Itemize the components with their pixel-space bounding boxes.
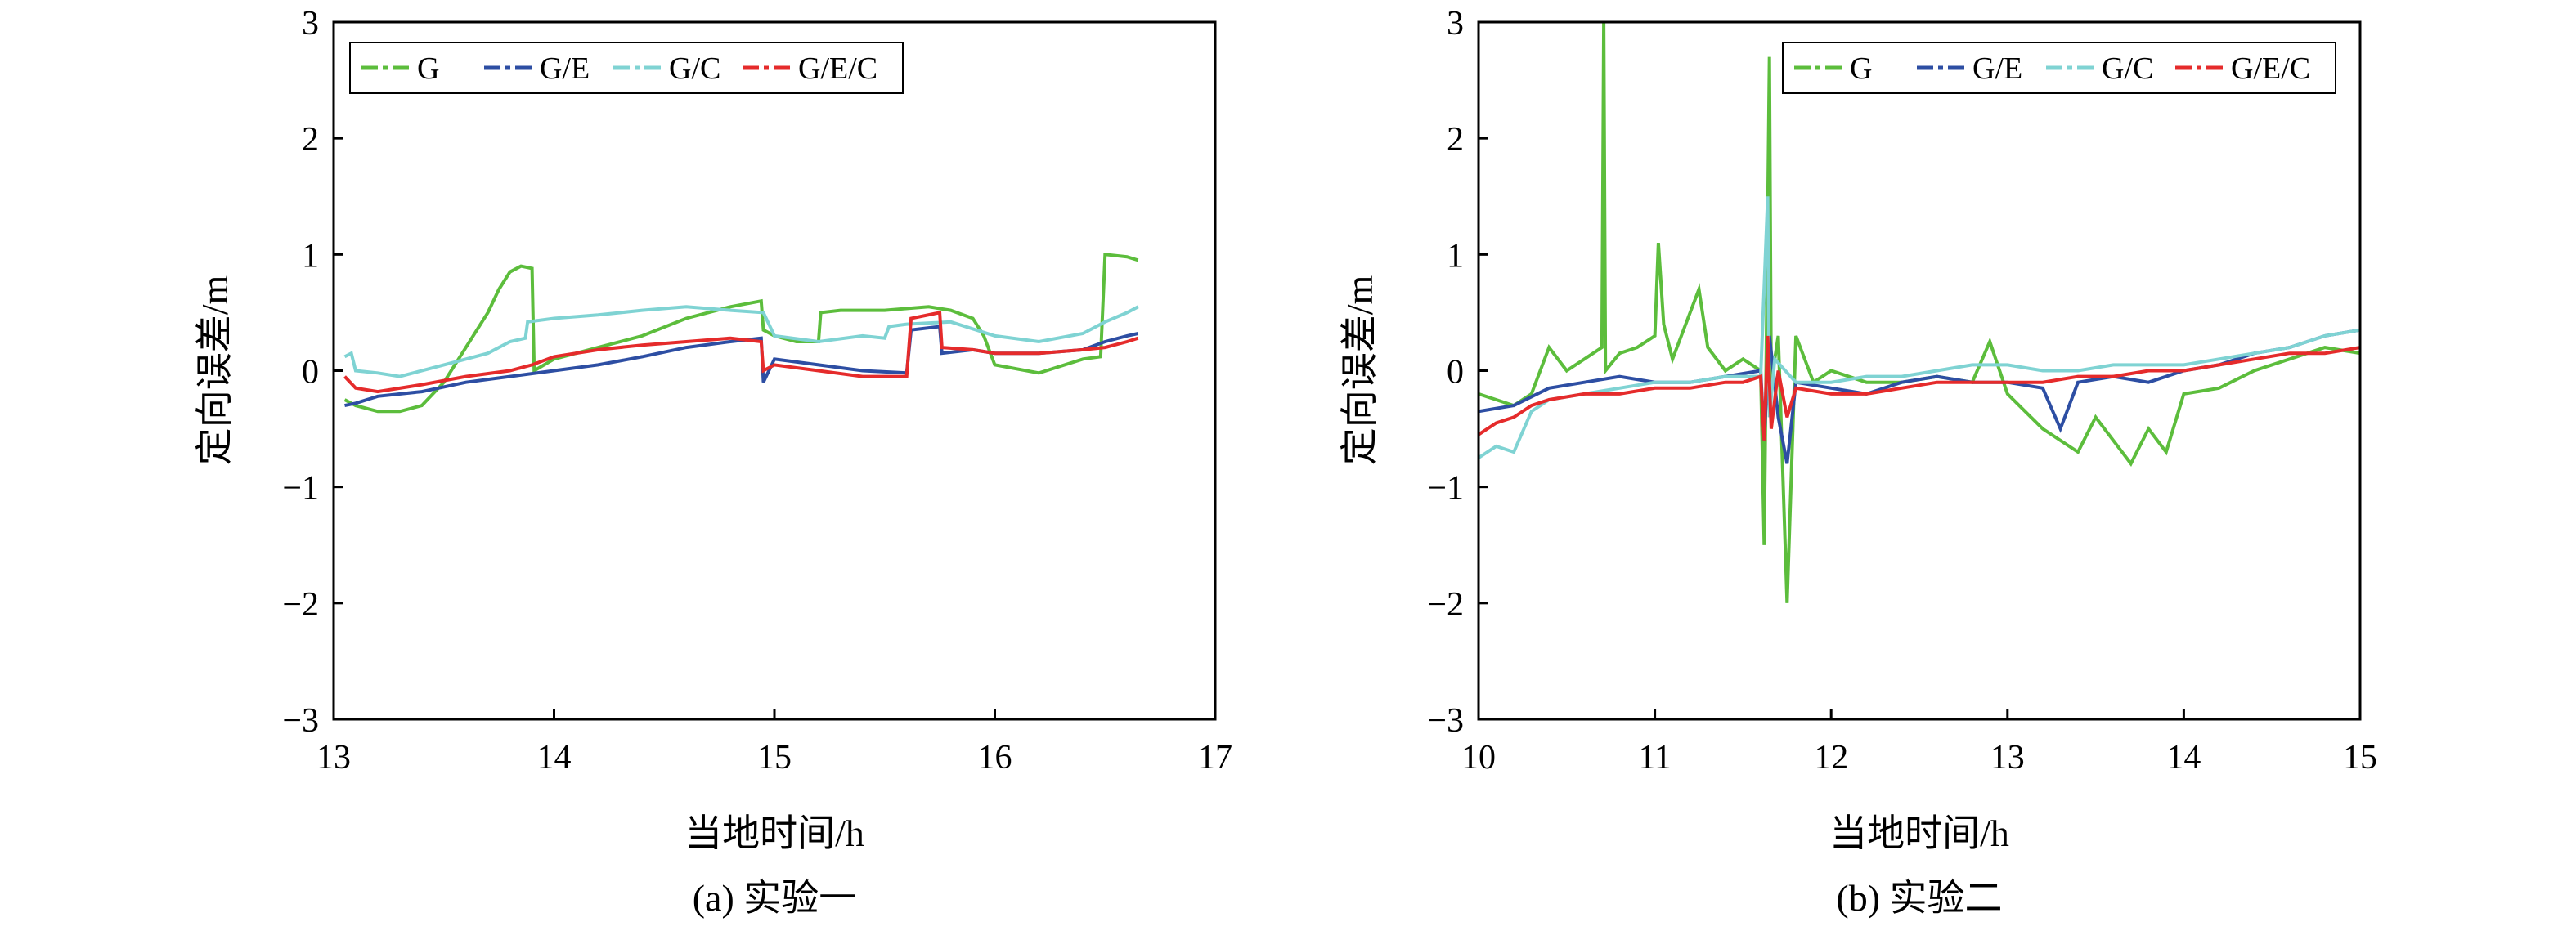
y-tick-label: 0 <box>302 354 319 392</box>
ticks-a: 13 14 15 16 17 3 2 1 0 −1 −2 −3 <box>282 5 1232 777</box>
legend-a: G G/E G/C G/E/C <box>349 42 904 94</box>
y-tick-label: −1 <box>1427 470 1464 508</box>
y-tick-label: −3 <box>282 702 319 740</box>
y-tick-label: 2 <box>1447 121 1464 159</box>
series-layer-b <box>1479 22 2360 603</box>
x-axis-label-a: 当地时间/h <box>684 812 864 854</box>
legend-b: G G/E G/C G/E/C <box>1782 42 2336 94</box>
legend-label: G/C <box>669 51 720 86</box>
plot-frame-b <box>1477 20 2362 721</box>
x-tick-label: 13 <box>1990 739 2025 777</box>
x-tick-label: 17 <box>1198 739 1232 777</box>
x-tick-label: 14 <box>2166 739 2201 777</box>
x-tick-label: 16 <box>978 739 1012 777</box>
x-tick-label: 14 <box>537 739 572 777</box>
y-tick-label: −1 <box>282 470 319 508</box>
series-line-g-a <box>343 253 1139 414</box>
legend-label: G/E <box>540 51 590 86</box>
plot-frame-a <box>332 20 1217 721</box>
legend-label: G/E <box>1972 51 2022 86</box>
legend-label: G/E/C <box>798 51 877 86</box>
series-line-g-c-b <box>1479 196 2360 459</box>
series-layer-a <box>343 253 1139 414</box>
y-tick-label: 3 <box>1447 5 1464 43</box>
legend-label: G/E/C <box>2231 51 2310 86</box>
caption-a: (a) 实验一 <box>693 877 857 919</box>
y-tick-label: 2 <box>302 121 319 159</box>
x-axis-label-b: 当地时间/h <box>1829 812 2009 854</box>
series-line-g-b <box>1479 22 2360 603</box>
x-tick-label: 15 <box>2343 739 2377 777</box>
legend-label: G/C <box>2102 51 2153 86</box>
x-tick-label: 11 <box>1638 739 1671 777</box>
x-tick-label: 12 <box>1814 739 1848 777</box>
y-tick-label: −3 <box>1427 702 1464 740</box>
y-tick-label: 0 <box>1447 354 1464 392</box>
series-line-g-e-c-a <box>343 310 1139 394</box>
x-tick-label: 15 <box>757 739 792 777</box>
caption-b: (b) 实验二 <box>1836 877 2002 919</box>
chart-panel-a: 13 14 15 16 17 3 2 1 0 −1 −2 −3 G G/E G/C G/E/C 当地时间/h… <box>194 5 1232 919</box>
y-tick-label: 3 <box>302 5 319 43</box>
series-line-g-c-a <box>343 305 1139 378</box>
legend-label: G <box>1850 51 1872 86</box>
series-line-g-e-b <box>1479 328 2360 464</box>
y-axis-label-a: 定向误差/m <box>194 275 236 466</box>
y-tick-label: 1 <box>302 237 319 275</box>
series-line-g-e-c-b <box>1479 335 2360 441</box>
legend-label: G <box>417 51 439 86</box>
y-tick-label: −2 <box>282 586 319 624</box>
y-axis-label-b: 定向误差/m <box>1339 275 1380 466</box>
y-tick-label: −2 <box>1427 586 1464 624</box>
y-tick-label: 1 <box>1447 237 1464 275</box>
x-tick-label: 10 <box>1461 739 1496 777</box>
x-tick-label: 13 <box>316 739 351 777</box>
